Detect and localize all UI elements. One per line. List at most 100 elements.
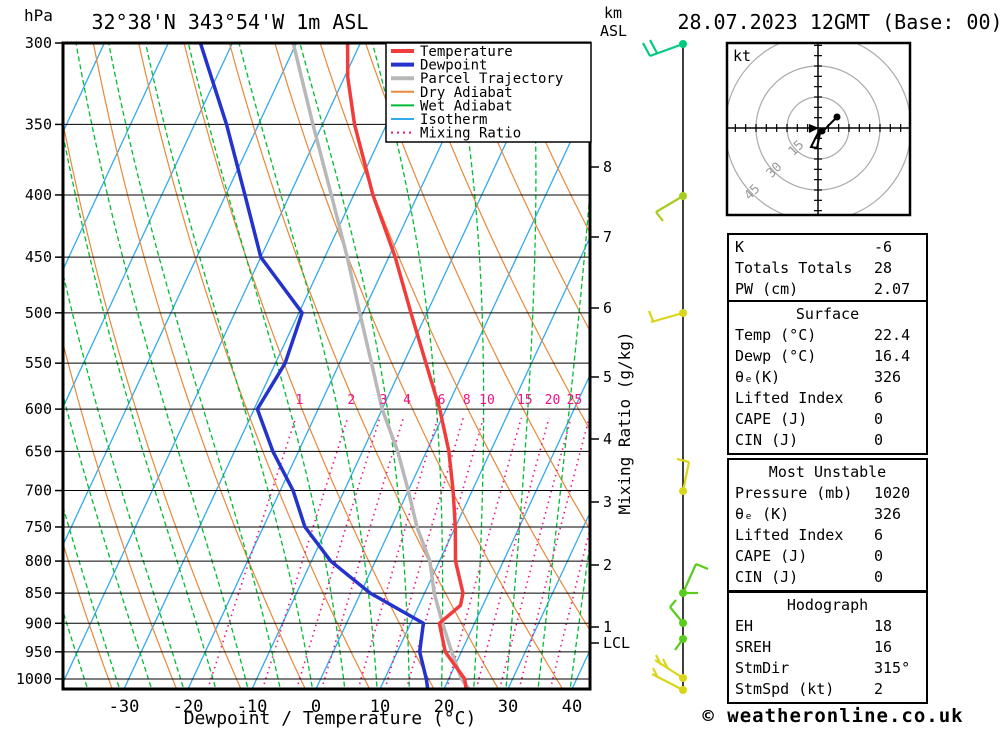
wind-barb <box>655 192 687 222</box>
table-row: CAPE (J) 0 <box>735 409 926 430</box>
svg-text:Parcel Trajectory: Parcel Trajectory <box>420 71 563 87</box>
table-row: K -6 <box>735 237 926 258</box>
table-row: CIN (J) 0 <box>735 567 926 588</box>
table-row-value: 0 <box>874 547 884 565</box>
svg-text:20: 20 <box>545 393 561 408</box>
table-row-value: 326 <box>874 368 902 386</box>
table-row-value: -6 <box>874 238 893 256</box>
table-row: θₑ (K) 326 <box>735 504 926 525</box>
table-row: Dewp (°C) 16.4 <box>735 346 926 367</box>
svg-text:-20: -20 <box>173 697 204 717</box>
svg-text:ASL: ASL <box>600 22 627 40</box>
svg-text:Wet Adiabat: Wet Adiabat <box>420 98 513 114</box>
table-row: StmSpd (kt) 2 <box>735 679 926 700</box>
svg-text:5: 5 <box>603 368 612 386</box>
pressure-axis-unit-label: hPa <box>24 6 53 25</box>
date-label: 28.07.2023 12GMT (Base: 00) <box>677 10 1000 34</box>
wet-adiabat-lines <box>64 44 589 688</box>
table-row-label: CAPE (J) <box>735 547 808 565</box>
table-row: Totals Totals 28 <box>735 258 926 279</box>
table-row-value: 0 <box>874 431 884 449</box>
svg-text:15: 15 <box>517 393 533 408</box>
table-row: CIN (J) 0 <box>735 430 926 451</box>
table-row-label: EH <box>735 617 754 635</box>
svg-text:25: 25 <box>567 393 583 408</box>
wind-barb <box>647 309 687 324</box>
wind-barb-column <box>642 39 709 694</box>
table-row-label: SREH <box>735 638 772 656</box>
table-row: Lifted Index 6 <box>735 388 926 409</box>
table-row-value: 28 <box>874 259 893 277</box>
svg-text:750: 750 <box>25 518 52 536</box>
table-row: θₑ(K) 326 <box>735 367 926 388</box>
pressure-axis-labels: 300 350 400 450 500 550 600 650 700 750 800 850 900 9… <box>16 34 63 688</box>
storm-motion-marker <box>809 124 819 133</box>
table-title: Hodograph <box>786 596 869 614</box>
svg-text:550: 550 <box>25 354 52 372</box>
pressure-gridlines <box>63 123 590 680</box>
lcl-label: LCL <box>603 634 630 652</box>
copyright-footer: © weatheronline.co.uk <box>702 705 964 727</box>
table-row-label: Lifted Index <box>735 389 844 407</box>
wind-barb <box>651 667 687 694</box>
table-row-label: θₑ (K) <box>735 505 790 523</box>
table-row-value: 6 <box>874 526 884 544</box>
svg-text:Dewpoint: Dewpoint <box>420 58 487 74</box>
svg-text:km: km <box>604 4 622 22</box>
table-row-label: CIN (J) <box>735 431 799 449</box>
table-title: Surface <box>795 305 860 323</box>
stats-table: Most Unstable Pressure (mb) 1020 θₑ (K) 326 L… <box>727 458 928 592</box>
table-row-label: StmSpd (kt) <box>735 680 835 698</box>
wind-barb <box>654 654 687 682</box>
svg-text:8: 8 <box>603 158 612 176</box>
table-row-value: 22.4 <box>874 326 911 344</box>
svg-text:350: 350 <box>25 115 52 133</box>
table-row-value: 2.07 <box>874 280 911 298</box>
svg-text:450: 450 <box>25 248 52 266</box>
svg-text:3: 3 <box>603 493 612 511</box>
svg-text:0: 0 <box>311 697 321 717</box>
chart-frame <box>61 41 592 691</box>
mixing-ratio-lines <box>207 417 589 688</box>
table-row: Pressure (mb) 1020 <box>735 483 926 504</box>
wind-barb <box>679 562 709 597</box>
table-row-value: 6 <box>874 389 884 407</box>
mixing-ratio-axis-label: Mixing Ratio (g/kg) <box>615 331 634 514</box>
mixing-ratio-labels: 1 2 3 4 6 8 10 15 20 25 <box>296 393 583 408</box>
table-row-label: Pressure (mb) <box>735 484 853 502</box>
svg-text:2: 2 <box>347 393 355 408</box>
table-row: PW (cm) 2.07 <box>735 279 926 300</box>
table-row-label: CIN (J) <box>735 568 799 586</box>
svg-text:Temperature: Temperature <box>420 44 513 60</box>
svg-text:800: 800 <box>25 552 52 570</box>
svg-text:6: 6 <box>438 393 446 408</box>
svg-text:1000: 1000 <box>16 670 52 688</box>
table-row-value: 2 <box>874 680 884 698</box>
table-row: Lifted Index 6 <box>735 525 926 546</box>
svg-text:Isotherm: Isotherm <box>420 112 487 128</box>
table-row-label: K <box>735 238 745 256</box>
svg-text:1: 1 <box>296 393 304 408</box>
table-row-value: 16.4 <box>874 347 911 365</box>
table-row-label: PW (cm) <box>735 280 799 298</box>
table-row: Temp (°C) 22.4 <box>735 325 926 346</box>
table-row-label: Dewp (°C) <box>735 347 817 365</box>
svg-text:10: 10 <box>370 697 390 717</box>
svg-text:40: 40 <box>562 697 582 717</box>
stats-table: Hodograph EH 18 SREH 16 StmDir 315° StmSpd (kt)… <box>727 591 928 704</box>
table-row: CAPE (J) 0 <box>735 546 926 567</box>
svg-text:900: 900 <box>25 614 52 632</box>
svg-text:3: 3 <box>379 393 387 408</box>
table-row-label: θₑ(K) <box>735 368 781 386</box>
svg-text:30: 30 <box>498 697 518 717</box>
table-row-value: 0 <box>874 568 884 586</box>
svg-text:300: 300 <box>25 34 52 52</box>
table-row-value: 18 <box>874 617 893 635</box>
table-row-value: 315° <box>874 659 911 677</box>
svg-text:Mixing Ratio: Mixing Ratio <box>420 126 521 142</box>
table-row-label: Temp (°C) <box>735 326 817 344</box>
